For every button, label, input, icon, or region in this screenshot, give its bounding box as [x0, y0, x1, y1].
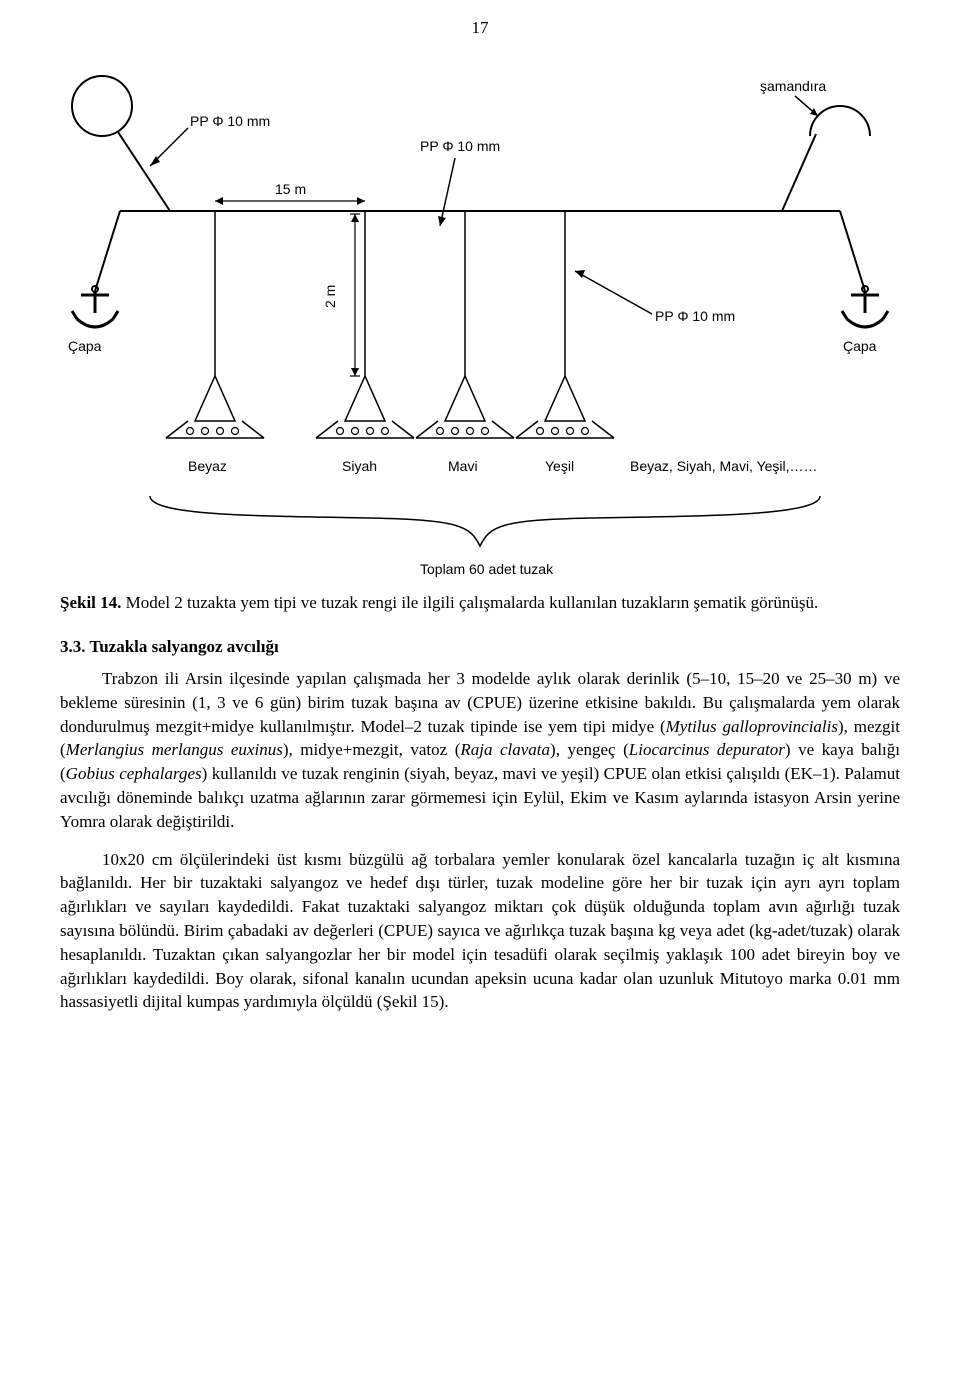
label-anchor-right: Çapa: [843, 338, 877, 354]
paragraph-1: Trabzon ili Arsin ilçesinde yapılan çalı…: [60, 667, 900, 834]
p1-italic-4: Liocarcinus depurator: [629, 740, 785, 759]
figure-caption-text: Model 2 tuzakta yem tipi ve tuzak rengi …: [126, 593, 819, 612]
label-15m: 15 m: [275, 181, 306, 197]
trap-3: [416, 211, 514, 438]
label-trap-color-3: Mavi: [448, 458, 478, 474]
trap-2: [316, 211, 414, 438]
label-pp-right: PP Φ 10 mm: [655, 308, 735, 324]
p1-part3: ), midye+mezgit, vatoz (: [283, 740, 461, 759]
p1-italic-3: Raja clavata: [460, 740, 550, 759]
p1-italic-2: Merlangius merlangus euxinus: [66, 740, 283, 759]
p1-part4: ), yengeç (: [550, 740, 629, 759]
label-anchor-left: Çapa: [68, 338, 102, 354]
trap-4: [516, 211, 614, 438]
page-number: 17: [60, 18, 900, 38]
label-pp-left: PP Φ 10 mm: [190, 113, 270, 129]
figure-label: Şekil 14.: [60, 593, 121, 612]
trap-1: [166, 211, 264, 438]
section-heading-3-3: 3.3. Tuzakla salyangoz avcılığı: [60, 637, 900, 657]
figure-14-caption: Şekil 14. Model 2 tuzakta yem tipi ve tu…: [60, 592, 900, 615]
label-2m: 2 m: [322, 285, 338, 308]
p1-italic-5: Gobius cephalarges: [66, 764, 202, 783]
figure-14-diagram: Çapa Çapa şamandıra PP Φ 10 mm: [60, 46, 900, 586]
label-trap-color-rest: Beyaz, Siyah, Mavi, Yeşil,……: [630, 458, 818, 474]
label-trap-color-2: Siyah: [342, 458, 377, 474]
label-pp-top: PP Φ 10 mm: [420, 138, 500, 154]
label-buoy: şamandıra: [760, 78, 826, 94]
label-total-traps: Toplam 60 adet tuzak: [420, 561, 554, 577]
label-trap-color-4: Yeşil: [545, 458, 574, 474]
p1-italic-1: Mytilus galloprovincialis: [666, 717, 838, 736]
label-trap-color-1: Beyaz: [188, 458, 227, 474]
paragraph-2: 10x20 cm ölçülerindeki üst kısmı büzgülü…: [60, 848, 900, 1015]
